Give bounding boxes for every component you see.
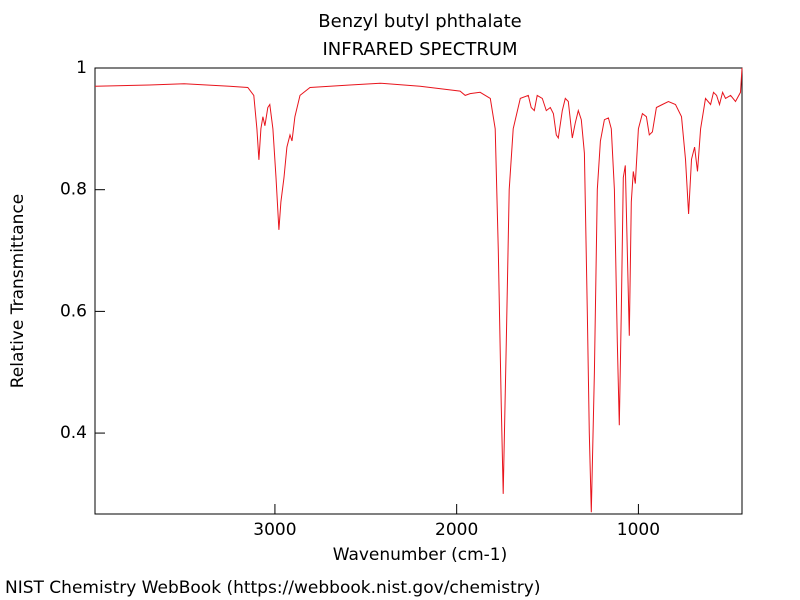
chart-subtitle: INFRARED SPECTRUM xyxy=(322,39,517,60)
y-tick-label: 1 xyxy=(76,58,87,78)
footer: NIST Chemistry WebBook (https://webbook.… xyxy=(5,578,540,598)
y-tick-label: 0.6 xyxy=(60,301,87,321)
y-tick-label: 0.8 xyxy=(60,180,87,200)
x-tick-label: 3000 xyxy=(253,520,296,540)
y-tick-label: 0.4 xyxy=(60,423,87,443)
x-tick-label: 1000 xyxy=(617,520,660,540)
y-axis-label: Relative Transmittance xyxy=(8,194,28,389)
x-tick-label: 2000 xyxy=(435,520,478,540)
plot-frame xyxy=(94,67,743,515)
x-axis-label: Wavenumber (cm-1) xyxy=(333,545,508,565)
chart-title: Benzyl butyl phthalate xyxy=(318,11,521,32)
spectrum-line xyxy=(94,67,743,513)
